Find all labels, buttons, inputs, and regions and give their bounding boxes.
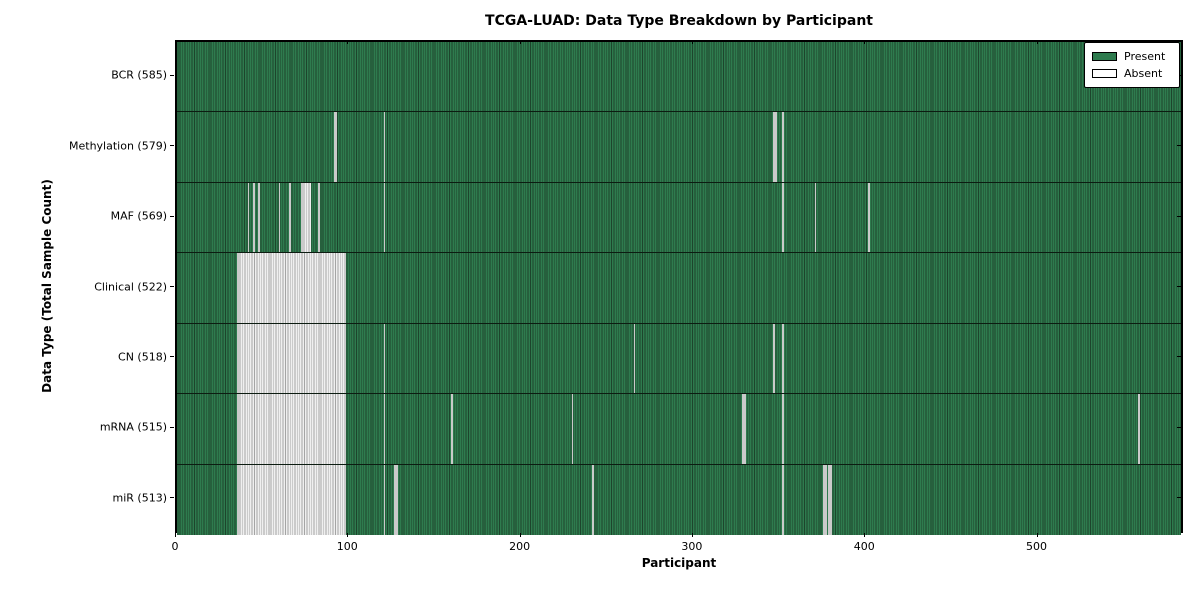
- absent-stripe: [383, 464, 386, 535]
- chart-title: TCGA-LUAD: Data Type Breakdown by Partic…: [485, 13, 873, 29]
- y-tick-mark: [170, 286, 174, 287]
- row-mRNA: [177, 394, 1181, 465]
- x-tick-mark-top: [519, 40, 521, 44]
- absent-stripe: [781, 323, 784, 394]
- x-tick-label: 200: [509, 540, 531, 553]
- absent-stripe: [633, 323, 636, 394]
- x-tick-mark: [864, 533, 866, 537]
- legend-label-absent: Absent: [1124, 67, 1163, 80]
- absent-stripe: [781, 182, 784, 253]
- absent-stripe: [592, 464, 594, 535]
- x-tick-mark-top: [864, 40, 866, 44]
- y-tick-mark: [1177, 356, 1181, 358]
- legend: Present Absent: [1084, 42, 1180, 88]
- absent-stripe: [814, 182, 817, 253]
- row-Methylation: [177, 112, 1181, 183]
- absent-stripe: [823, 464, 827, 535]
- absent-stripe: [237, 323, 346, 394]
- y-tick-mark: [1177, 286, 1181, 287]
- absent-stripe: [1138, 394, 1141, 464]
- y-tick-label: MAF (569): [110, 209, 167, 223]
- y-tick-label: CN (518): [118, 350, 167, 364]
- absent-stripe: [237, 394, 346, 464]
- x-tick-mark: [1036, 533, 1038, 537]
- y-tick-mark: [170, 497, 174, 499]
- absent-stripe: [773, 112, 777, 182]
- x-tick-mark: [175, 533, 176, 537]
- absent-stripe: [278, 182, 281, 253]
- y-tick-mark: [1177, 145, 1181, 147]
- present-swatch-icon: [1092, 52, 1117, 61]
- absent-stripe: [252, 182, 255, 253]
- legend-item-absent: Absent: [1092, 65, 1172, 82]
- y-tick-label: mRNA (515): [99, 420, 167, 434]
- legend-label-present: Present: [1124, 50, 1166, 63]
- y-tick-mark: [170, 356, 174, 358]
- absent-stripe: [333, 112, 338, 182]
- absent-stripe: [318, 182, 320, 253]
- absent-stripe: [571, 394, 574, 464]
- x-axis-label: Participant: [641, 556, 717, 570]
- y-tick-mark: [1177, 215, 1181, 217]
- absent-stripe: [383, 394, 386, 464]
- x-tick-mark: [691, 533, 693, 537]
- absent-stripe: [289, 182, 291, 253]
- x-tick-label: 500: [1026, 540, 1048, 553]
- y-tick-mark: [170, 145, 174, 147]
- x-tick-mark: [347, 533, 349, 537]
- absent-stripe: [742, 394, 746, 464]
- y-tick-mark: [1177, 497, 1181, 499]
- absent-stripe: [828, 464, 832, 535]
- absent-stripe: [781, 112, 784, 182]
- absent-stripe: [383, 112, 386, 182]
- y-tick-mark: [1177, 426, 1181, 428]
- absent-stripe: [394, 464, 398, 535]
- plot-area: [175, 40, 1183, 535]
- y-tick-label: miR (513): [112, 491, 168, 505]
- row-Clinical: [177, 253, 1181, 324]
- absent-stripe: [257, 182, 260, 253]
- y-tick-label: Clinical (522): [94, 280, 167, 293]
- row-miR: [177, 464, 1181, 535]
- legend-item-present: Present: [1092, 48, 1172, 65]
- absent-stripe: [867, 182, 870, 253]
- absent-stripe: [383, 323, 386, 394]
- x-tick-mark-top: [691, 40, 693, 44]
- absent-stripe: [773, 323, 775, 394]
- absent-stripe: [383, 182, 386, 253]
- x-tick-label: 0: [171, 540, 179, 553]
- x-tick-mark-top: [1036, 40, 1038, 44]
- absent-swatch-icon: [1092, 69, 1117, 78]
- x-tick-mark-top: [347, 40, 349, 44]
- absent-stripe: [301, 182, 312, 253]
- absent-stripe: [781, 464, 784, 535]
- y-tick-label: Methylation (579): [69, 139, 167, 153]
- absent-stripe: [450, 394, 453, 464]
- absent-stripe: [247, 182, 250, 253]
- x-tick-label: 400: [853, 540, 875, 553]
- x-tick-label: 100: [336, 540, 358, 553]
- absent-stripe: [237, 253, 346, 323]
- y-tick-mark: [170, 426, 174, 428]
- row-MAF: [177, 182, 1181, 254]
- y-tick-label: BCR (585): [111, 68, 167, 82]
- row-CN: [177, 323, 1181, 395]
- x-tick-mark: [519, 533, 521, 537]
- absent-stripe: [237, 464, 346, 535]
- y-tick-mark: [170, 215, 174, 217]
- x-tick-label: 300: [681, 540, 703, 553]
- y-tick-mark: [170, 74, 174, 76]
- row-BCR: [177, 42, 1181, 113]
- absent-stripe: [781, 394, 784, 464]
